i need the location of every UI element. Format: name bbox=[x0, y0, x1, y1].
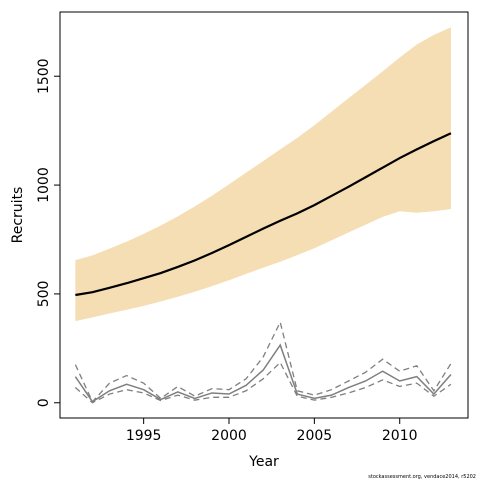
x-tick-label: 2005 bbox=[297, 428, 333, 444]
y-axis: 0 500 1000 1500 bbox=[36, 58, 60, 407]
x-tick-label: 2010 bbox=[382, 428, 418, 444]
plot-frame bbox=[59, 11, 469, 419]
obs-lower-line bbox=[74, 361, 452, 404]
x-tick-label: 2000 bbox=[211, 428, 247, 444]
y-tick-label: 0 bbox=[36, 398, 52, 407]
x-axis: 1995 2000 2005 2010 bbox=[126, 418, 418, 444]
y-tick-label: 1000 bbox=[36, 167, 52, 203]
x-tick-label: 1995 bbox=[126, 428, 162, 444]
obs-upper-line bbox=[74, 320, 452, 403]
footnote: stockassessment.org, vendace2014, r5202 bbox=[368, 474, 476, 480]
y-tick-label: 1500 bbox=[36, 58, 52, 94]
obs-line bbox=[74, 343, 452, 403]
confidence-band bbox=[75, 27, 451, 322]
x-axis-title: Year bbox=[248, 454, 279, 470]
y-tick-label: 500 bbox=[36, 281, 52, 308]
estimate-line bbox=[75, 132, 452, 297]
plot-area bbox=[74, 27, 452, 404]
y-axis-title: Recruits bbox=[10, 187, 26, 244]
